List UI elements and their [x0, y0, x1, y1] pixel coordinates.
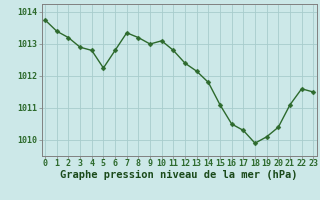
X-axis label: Graphe pression niveau de la mer (hPa): Graphe pression niveau de la mer (hPa) [60, 170, 298, 180]
